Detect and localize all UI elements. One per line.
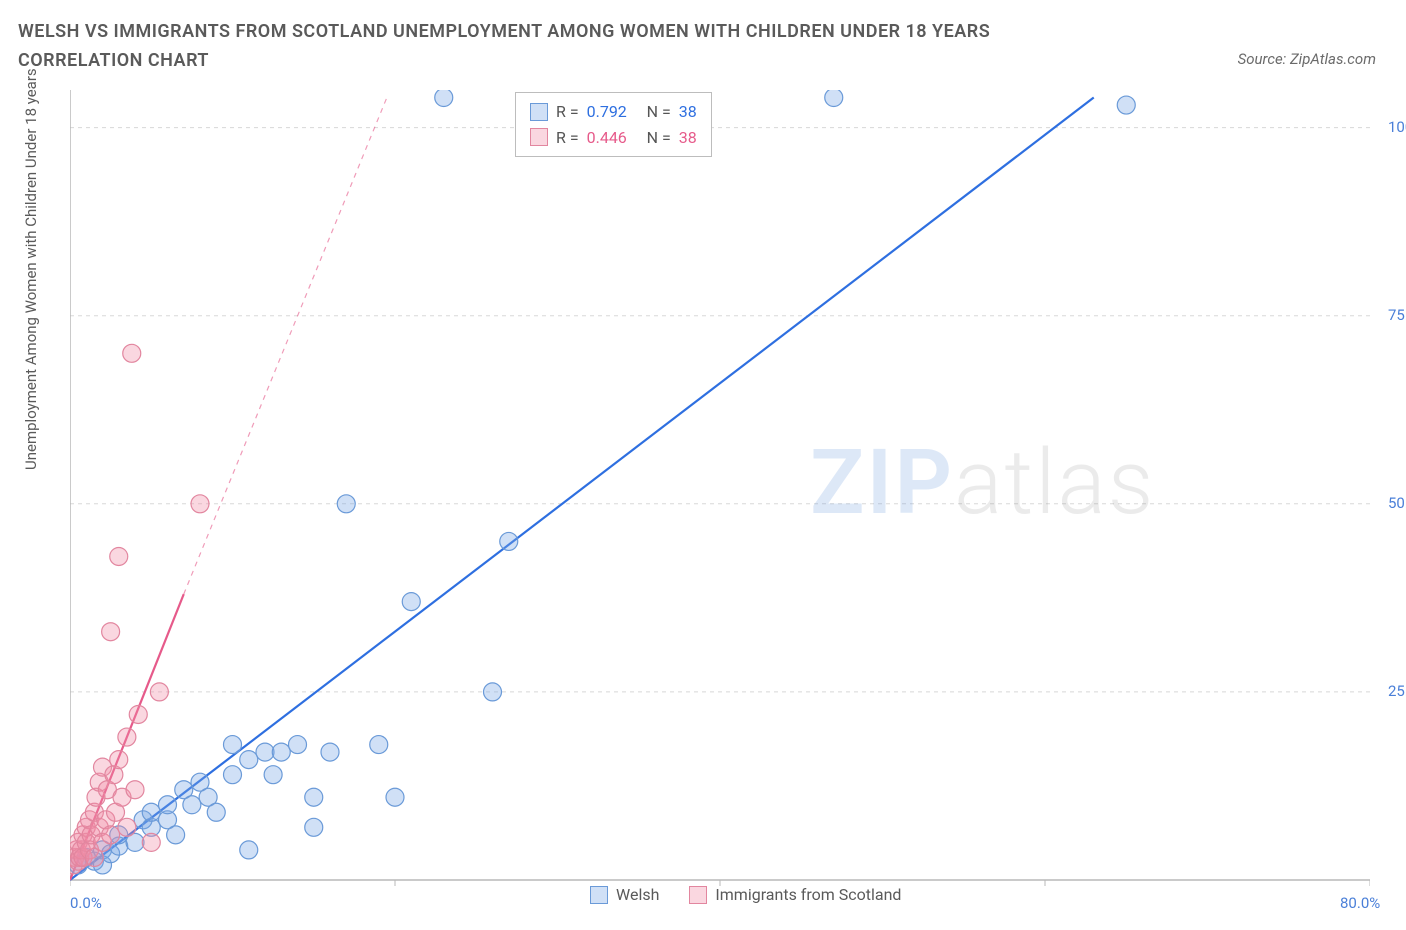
legend-swatch-icon (689, 886, 707, 904)
series-legend: Welsh Immigrants from Scotland (590, 885, 901, 904)
y-axis-label: Unemployment Among Women with Children U… (22, 68, 40, 470)
legend-n-value: 38 (679, 99, 697, 125)
chart-area: ZIPatlas R =0.792N =38R =0.446N =38 Wels… (70, 90, 1370, 880)
legend-r-value: 0.792 (587, 99, 639, 125)
chart-title: WELSH VS IMMIGRANTS FROM SCOTLAND UNEMPL… (18, 18, 1118, 76)
legend-row: R = 0.792 N = 38 (530, 99, 697, 125)
series-legend-item: Immigrants from Scotland (689, 885, 901, 904)
legend-r-label: R = (556, 99, 579, 125)
legend-swatch-icon (590, 886, 608, 904)
x-tick-label: 0.0% (70, 894, 102, 912)
legend-swatch-icon (530, 103, 548, 121)
series-name: Immigrants from Scotland (715, 885, 901, 904)
correlation-legend: R = 0.792 N = 38 R = 0.446 N = 38 (515, 92, 712, 157)
series-legend-item: Welsh (590, 885, 659, 904)
legend-n-label: N = (647, 99, 671, 125)
series-name: Welsh (616, 885, 659, 904)
legend-n-value: 38 (679, 125, 697, 151)
legend-row: R = 0.446 N = 38 (530, 125, 697, 151)
x-tick-label: 80.0% (1340, 894, 1380, 912)
legend-r-value: 0.446 (587, 125, 639, 151)
scatter-chart-svg (70, 90, 1370, 930)
legend-r-label: R = (556, 125, 579, 151)
legend-n-label: N = (647, 125, 671, 151)
source-attribution: Source: ZipAtlas.com (1238, 50, 1376, 68)
legend-swatch-icon (530, 128, 548, 146)
